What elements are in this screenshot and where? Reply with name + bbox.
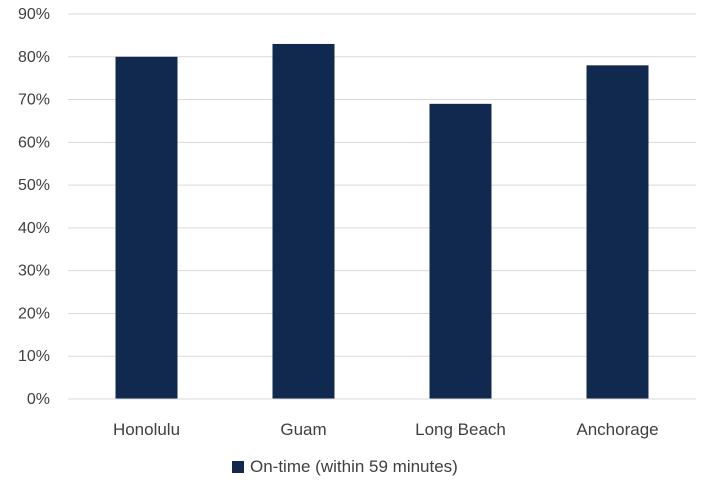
bars: [115, 43, 649, 400]
y-tick-label: 70%: [18, 92, 50, 109]
x-category-label: Honolulu: [113, 420, 180, 439]
y-tick-label: 10%: [18, 348, 50, 365]
y-tick-label: 40%: [18, 220, 50, 237]
bar: [272, 43, 335, 399]
legend-label: On-time (within 59 minutes): [250, 457, 458, 476]
y-tick-label: 20%: [18, 305, 50, 322]
y-tick-label: 80%: [18, 49, 50, 66]
x-category-label: Guam: [280, 420, 326, 439]
x-category-label: Anchorage: [576, 420, 658, 439]
y-tick-label: 0%: [27, 391, 50, 408]
y-axis-ticks: 0% 10% 20% 30% 40% 50% 60% 70% 80% 90%: [18, 6, 50, 408]
bar: [115, 56, 178, 400]
bar: [429, 103, 492, 399]
bar: [586, 65, 649, 399]
x-category-label: Long Beach: [415, 420, 506, 439]
legend: On-time (within 59 minutes): [232, 457, 458, 476]
y-tick-label: 90%: [18, 6, 50, 23]
y-tick-label: 50%: [18, 177, 50, 194]
y-tick-label: 60%: [18, 134, 50, 151]
legend-swatch: [232, 461, 244, 473]
x-axis-categories: Honolulu Guam Long Beach Anchorage: [113, 420, 659, 439]
y-tick-label: 30%: [18, 263, 50, 280]
